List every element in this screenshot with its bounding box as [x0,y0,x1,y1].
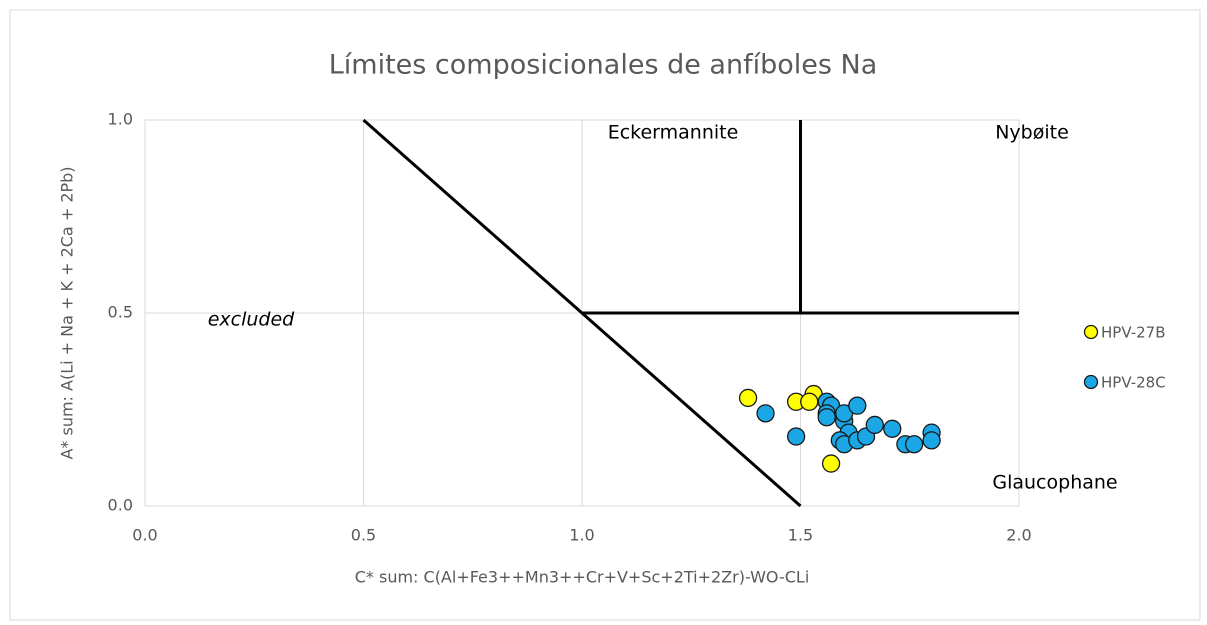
legend-label: HPV-28C [1101,374,1166,392]
point [821,454,841,473]
chart-title: Límites composicionales de anfíboles Na [329,50,878,81]
x-tick-label: 1.0 [569,526,594,545]
annotation: Glaucophane [992,472,1117,494]
point [786,427,806,446]
annotation: Nybøite [995,122,1069,144]
point [848,396,867,415]
annotation: Eckermannite [608,122,739,144]
y-tick-label: 0.5 [108,303,133,322]
point [883,419,902,438]
chart-frame [9,9,1201,621]
annotation: excluded [208,309,295,331]
x-tick-label: 1.5 [788,526,813,545]
x-axis-label: C* sum: C(Al+Fe3++Mn3++Cr+V+Sc+2Ti+2Zr)-… [355,568,810,587]
x-tick-label: 2.0 [1006,526,1031,545]
point [800,392,819,411]
y-tick-label: 1.0 [108,110,133,129]
legend-marker [1083,324,1099,340]
x-tick-label: 0.5 [351,526,376,545]
y-axis-label: A* sum: A(Li + Na + K + 2Ca + 2Pb) [58,166,77,459]
legend-label: HPV-27B [1101,324,1166,342]
point [817,408,836,427]
point [904,435,924,454]
point [922,431,941,450]
y-tick-label: 0.0 [108,496,133,515]
point [756,404,775,423]
x-tick-label: 0.0 [132,526,157,545]
point [738,388,758,408]
legend-marker [1083,374,1099,390]
point [865,415,884,435]
